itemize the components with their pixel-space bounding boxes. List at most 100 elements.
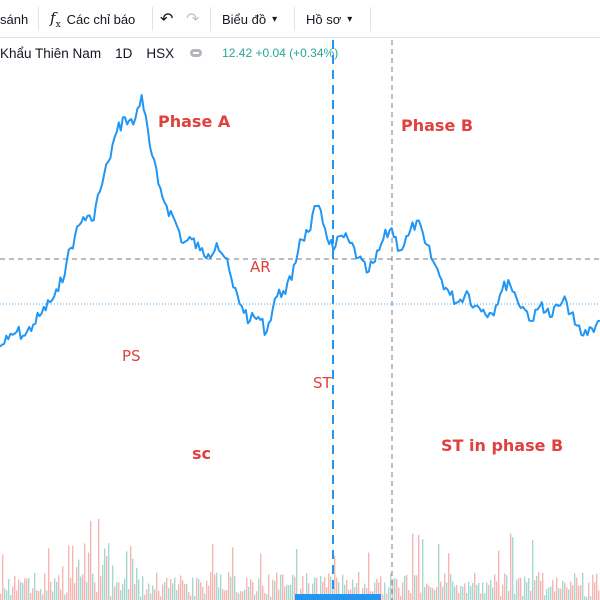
volume-bar: [136, 568, 138, 600]
volume-bar: [96, 591, 98, 600]
volume-bar: [524, 576, 526, 600]
volume-bar: [278, 589, 280, 600]
volume-bar: [354, 587, 356, 600]
volume-bar: [244, 589, 246, 600]
legend-price-change: +0.04 (+0.34%): [255, 46, 339, 60]
volume-bar: [504, 573, 506, 600]
volume-bar: [256, 591, 258, 600]
volume-bar: [316, 577, 318, 600]
volume-bar: [572, 585, 574, 600]
volume-bar: [234, 576, 236, 600]
annotation-ps: PS: [122, 347, 141, 365]
volume-bar: [70, 578, 72, 600]
volume-bar: [386, 593, 388, 600]
volume-bar: [388, 587, 390, 600]
volume-bar: [546, 589, 548, 600]
volume-bar: [102, 564, 104, 600]
volume-bar: [470, 586, 472, 600]
volume-bar: [532, 540, 534, 600]
volume-bar: [110, 596, 112, 600]
volume-bar: [100, 575, 102, 600]
volume-bar: [374, 582, 376, 600]
annotation-st-phase-b: ST in phase B: [441, 436, 563, 455]
volume-bar: [474, 572, 476, 600]
volume-bar: [48, 548, 50, 600]
legend-hide-icon[interactable]: [190, 49, 203, 57]
volume-bar: [148, 583, 150, 600]
volume-bar: [132, 558, 134, 600]
volume-bar: [460, 586, 462, 600]
volume-bar: [120, 590, 122, 600]
volume-bar: [74, 583, 76, 600]
volume-bar: [252, 582, 254, 600]
volume-bar: [90, 520, 92, 600]
volume-bars: [0, 518, 600, 600]
volume-bar: [170, 579, 172, 600]
volume-bar: [424, 586, 426, 600]
volume-bar: [416, 575, 418, 600]
volume-bar: [448, 553, 450, 600]
volume-bar: [264, 593, 266, 600]
volume-bar: [286, 584, 288, 600]
volume-bar: [36, 590, 38, 600]
volume-bar: [32, 588, 34, 600]
indicators-label: Các chỉ báo: [66, 11, 136, 27]
volume-bar: [38, 591, 40, 600]
redo-button[interactable]: ↷: [186, 0, 199, 38]
volume-bar: [322, 582, 324, 600]
volume-bar: [60, 589, 62, 600]
volume-bar: [342, 574, 344, 600]
indicators-button[interactable]: fx Các chỉ báo: [50, 0, 135, 38]
volume-bar: [496, 581, 498, 600]
volume-bar: [430, 587, 432, 600]
volume-bar: [590, 596, 592, 600]
volume-bar: [568, 589, 570, 600]
volume-bar: [226, 589, 228, 600]
legend-price-value: 12.42: [222, 46, 253, 60]
volume-bar: [466, 592, 468, 600]
volume-bar: [42, 594, 44, 600]
volume-bar: [258, 578, 260, 600]
volume-bar: [586, 596, 588, 600]
volume-bar: [80, 576, 82, 600]
volume-bar: [556, 577, 558, 600]
volume-bar: [198, 579, 200, 600]
chart-type-dropdown[interactable]: Biểu đồ ▾: [222, 0, 277, 38]
volume-bar: [44, 573, 46, 600]
volume-bar: [406, 574, 408, 600]
volume-bar: [490, 579, 492, 600]
volume-bar: [4, 588, 6, 600]
volume-bar: [450, 574, 452, 600]
volume-bar: [516, 579, 518, 600]
compare-label: sánh: [0, 11, 29, 27]
volume-bar: [338, 582, 340, 600]
volume-bar: [156, 572, 158, 600]
toolbar-divider: [210, 7, 211, 31]
volume-bar: [268, 574, 270, 600]
volume-bar: [440, 581, 442, 600]
volume-bar: [230, 576, 232, 600]
volume-bar: [534, 580, 536, 600]
volume-bar: [480, 593, 482, 600]
volume-bar: [410, 593, 412, 600]
annotation-phase-b: Phase B: [401, 116, 473, 135]
volume-bar: [50, 581, 52, 600]
volume-bar: [294, 576, 296, 600]
compare-button[interactable]: sánh: [0, 0, 28, 38]
volume-bar: [334, 555, 336, 600]
volume-bar: [190, 595, 192, 600]
volume-bar: [364, 583, 366, 600]
profile-dropdown[interactable]: Hồ sơ ▾: [306, 0, 352, 38]
volume-bar: [518, 577, 520, 600]
undo-button[interactable]: ↶: [160, 0, 173, 38]
volume-bar: [94, 582, 96, 600]
volume-bar: [34, 572, 36, 600]
volume-bar: [248, 586, 250, 600]
volume-bar: [306, 573, 308, 600]
volume-bar: [218, 587, 220, 600]
volume-bar: [592, 574, 594, 600]
volume-bar: [454, 586, 456, 600]
volume-bar: [580, 585, 582, 600]
volume-bar: [192, 577, 194, 600]
